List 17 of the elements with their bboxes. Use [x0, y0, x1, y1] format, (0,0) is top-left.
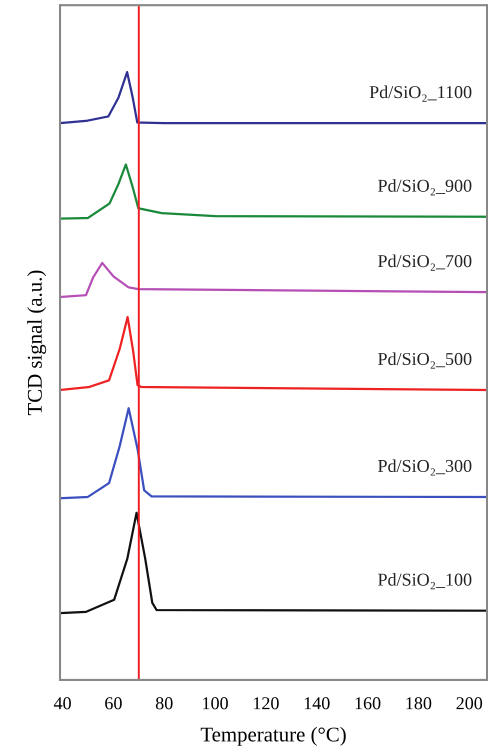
- x-tick-label: 80: [156, 697, 173, 710]
- x-tick-label: 160: [356, 697, 380, 710]
- x-tick-label: 100: [203, 697, 228, 710]
- series-label: Pd/SiO₂_900: [378, 179, 472, 196]
- series-label: Pd/SiO₂_700: [378, 254, 472, 271]
- series-label: Pd/SiO₂_100: [378, 573, 472, 590]
- x-tick-label: 40: [54, 697, 71, 710]
- x-axis-title: Temperature (°C): [200, 726, 346, 746]
- x-tick-label: 140: [304, 697, 330, 710]
- x-tick-label: 60: [105, 697, 122, 710]
- x-tick-label: 200: [456, 697, 482, 710]
- series-label: Pd/SiO₂_1100: [370, 86, 472, 102]
- x-tick-label: 120: [254, 697, 279, 710]
- series-label: Pd/SiO₂_500: [378, 352, 472, 369]
- y-axis-title: TCD signal (a.u.): [27, 270, 46, 416]
- x-tick-label: 180: [406, 697, 432, 710]
- series-label: Pd/SiO₂_300: [378, 459, 472, 476]
